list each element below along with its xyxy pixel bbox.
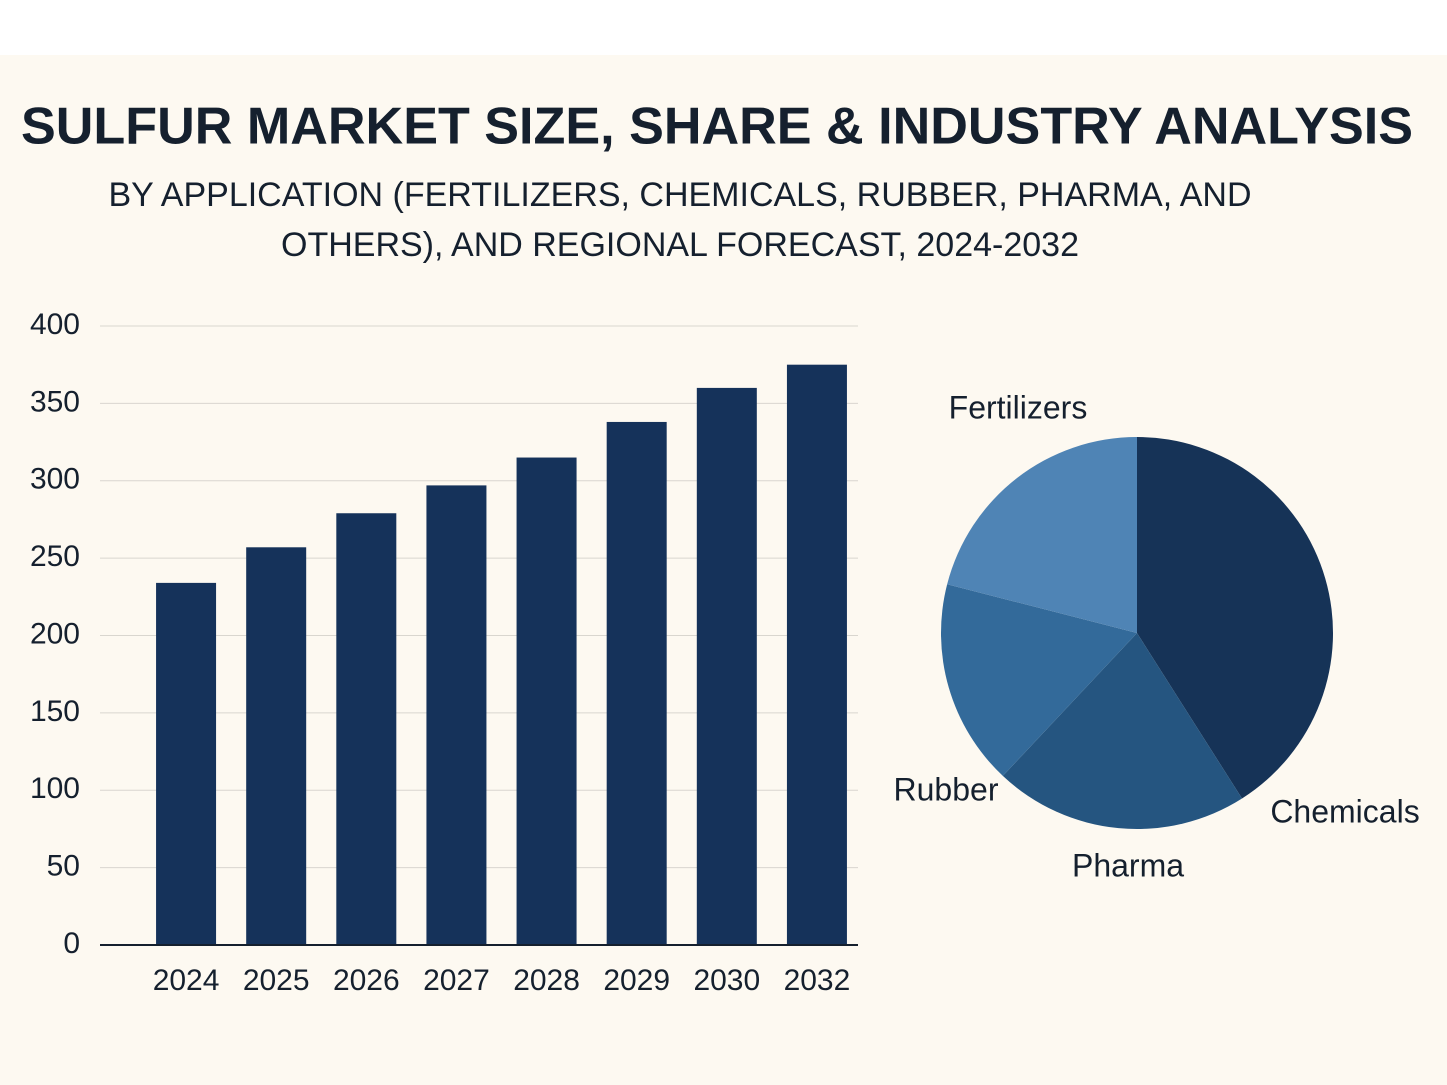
x-tick-label: 2028	[513, 964, 580, 997]
slice-label: Pharma	[1072, 847, 1184, 883]
x-tick-label: 2029	[603, 964, 670, 997]
chart-title: SULFUR MARKET SIZE, SHARE & INDUSTRY ANA…	[21, 98, 1413, 156]
x-tick-label: 2026	[333, 964, 400, 997]
slice-label: Fertilizers	[949, 389, 1088, 425]
x-tick-label: 2025	[243, 964, 310, 997]
pie-slice	[947, 437, 1137, 633]
y-tick-label: 200	[30, 617, 80, 650]
chart-subtitle: BY APPLICATION (FERTILIZERS, CHEMICALS, …	[108, 176, 1252, 264]
y-tick-label: 100	[30, 772, 80, 805]
bar	[516, 457, 577, 945]
bar	[156, 582, 217, 945]
pie-slice	[1137, 437, 1334, 799]
pie-slice	[1002, 633, 1243, 829]
bar	[606, 421, 667, 945]
x-tick-label: 2030	[693, 964, 760, 997]
y-tick-label: 350	[30, 385, 80, 418]
y-tick-label: 250	[30, 540, 80, 573]
bar	[426, 485, 487, 945]
bar	[336, 513, 397, 945]
bar	[246, 547, 307, 945]
y-tick-label: 0	[63, 927, 80, 960]
y-tick-label: 50	[47, 850, 80, 883]
pie-slice	[941, 584, 1137, 776]
slice-label: Chemicals	[1270, 793, 1419, 829]
x-tick-label: 2032	[784, 964, 851, 997]
y-tick-label: 150	[30, 695, 80, 728]
slice-label: Rubber	[894, 771, 999, 807]
bar	[786, 364, 847, 945]
bar	[696, 387, 757, 945]
y-tick-label: 300	[30, 463, 80, 496]
y-tick-label: 400	[30, 308, 80, 341]
x-tick-label: 2027	[423, 964, 490, 997]
x-tick-label: 2024	[153, 964, 220, 997]
